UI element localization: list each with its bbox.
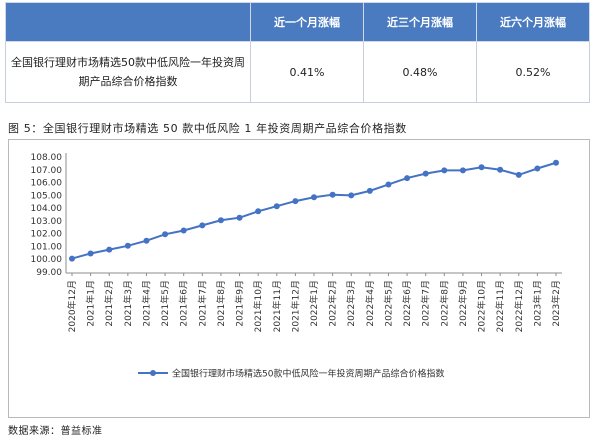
legend-marker-icon [150, 370, 156, 376]
data-point [311, 194, 317, 201]
x-tick-label: 2021年6月 [178, 280, 190, 327]
data-point [553, 159, 559, 166]
data-point [329, 191, 336, 198]
y-tick-label: 102.00 [31, 230, 63, 240]
data-point [385, 181, 392, 188]
data-point [199, 222, 206, 229]
data-point [255, 208, 262, 215]
y-tick-label: 99.00 [36, 268, 62, 278]
x-tick-label: 2022年9月 [457, 280, 469, 327]
x-tick-label: 2023年1月 [531, 280, 543, 327]
x-tick-label: 2022年7月 [420, 280, 432, 327]
data-point [87, 250, 94, 257]
x-tick-label: 2021年3月 [122, 280, 134, 327]
data-point [478, 164, 485, 171]
x-tick-label: 2022年11月 [494, 280, 506, 332]
x-tick-label: 2022年8月 [438, 280, 450, 327]
x-tick-label: 2021年12月 [289, 280, 301, 332]
data-point [497, 166, 504, 173]
data-point [534, 165, 541, 172]
header-three-month: 近三个月涨幅 [363, 2, 477, 42]
x-tick-label: 2022年3月 [345, 280, 357, 327]
x-tick-label: 2021年1月 [85, 280, 97, 327]
data-point [348, 192, 355, 199]
y-tick-label: 108.00 [31, 153, 63, 163]
data-point [217, 217, 224, 224]
y-tick-label: 106.00 [31, 179, 63, 189]
data-point [106, 246, 113, 253]
y-tick-label: 101.00 [31, 242, 63, 252]
row-name: 全国银行理财市场精选50款中低风险一年投资周期产品综合价格指数 [5, 41, 251, 103]
x-tick-label: 2020年12月 [66, 280, 78, 332]
data-point [69, 255, 75, 262]
line-chart: 99.00 100.00 101.00 102.00 103.00 104.00 105.0… [31, 153, 562, 380]
y-tick-label: 105.00 [31, 191, 63, 201]
data-point [441, 167, 448, 174]
table-header-corner [5, 2, 251, 42]
source-note: 数据来源：普益标准 [8, 426, 103, 437]
value-three-month: 0.48% [363, 41, 477, 103]
x-tick-label: 2022年4月 [364, 280, 376, 327]
legend-label: 全国银行理财市场精选50款中低风险一年投资周期产品综合价格指数 [172, 368, 444, 380]
y-tick-label: 107.00 [31, 166, 63, 176]
x-tick-label: 2021年8月 [215, 280, 227, 327]
summary-table: 近一个月涨幅 近三个月涨幅 近六个月涨幅 全国银行理财市场精选50款中低风险一年… [5, 2, 590, 103]
x-tick-label: 2022年2月 [327, 280, 339, 327]
table-header-row: 近一个月涨幅 近三个月涨幅 近六个月涨幅 [5, 2, 590, 42]
y-tick-label: 100.00 [31, 255, 63, 265]
header-one-month: 近一个月涨幅 [250, 2, 364, 42]
data-point [422, 170, 429, 177]
data-point [124, 242, 131, 249]
x-tick-label: 2021年5月 [159, 280, 171, 327]
data-point [292, 198, 299, 205]
x-tick-label: 2022年12月 [513, 280, 525, 332]
x-tick-label: 2021年10月 [252, 280, 264, 332]
value-one-month: 0.41% [250, 41, 364, 103]
data-point [366, 187, 373, 194]
x-tick-label: 2022年1月 [308, 280, 320, 327]
data-point [459, 167, 466, 174]
header-six-month: 近六个月涨幅 [476, 2, 590, 42]
y-tick-label: 103.00 [31, 217, 63, 227]
x-tick-label: 2022年6月 [401, 280, 413, 327]
x-tick-label: 2021年4月 [140, 280, 152, 327]
x-tick-label: 2021年11月 [271, 280, 283, 332]
y-tick-label: 104.00 [31, 204, 63, 214]
series-line [71, 161, 557, 260]
data-point [236, 214, 243, 221]
figure-title: 图 5：全国银行理财市场精选 50 款中低风险 1 年投资周期产品综合价格指数 [8, 122, 407, 135]
chart-frame [8, 139, 590, 418]
x-tick-label: 2021年7月 [196, 280, 208, 327]
x-tick-label: 2022年10月 [476, 280, 488, 332]
data-point [515, 171, 522, 178]
x-tick-label: 2022年5月 [382, 280, 394, 327]
data-point [162, 231, 169, 238]
x-tick-label: 2021年2月 [103, 280, 115, 327]
data-point [143, 237, 150, 244]
data-point [404, 175, 411, 182]
table-row: 全国银行理财市场精选50款中低风险一年投资周期产品综合价格指数 0.41% 0.… [5, 41, 590, 103]
data-point [180, 227, 187, 234]
value-six-month: 0.52% [476, 41, 590, 103]
data-point [273, 203, 280, 210]
x-tick-label: 2021年9月 [234, 280, 246, 327]
x-tick-label: 2023年2月 [550, 280, 562, 327]
